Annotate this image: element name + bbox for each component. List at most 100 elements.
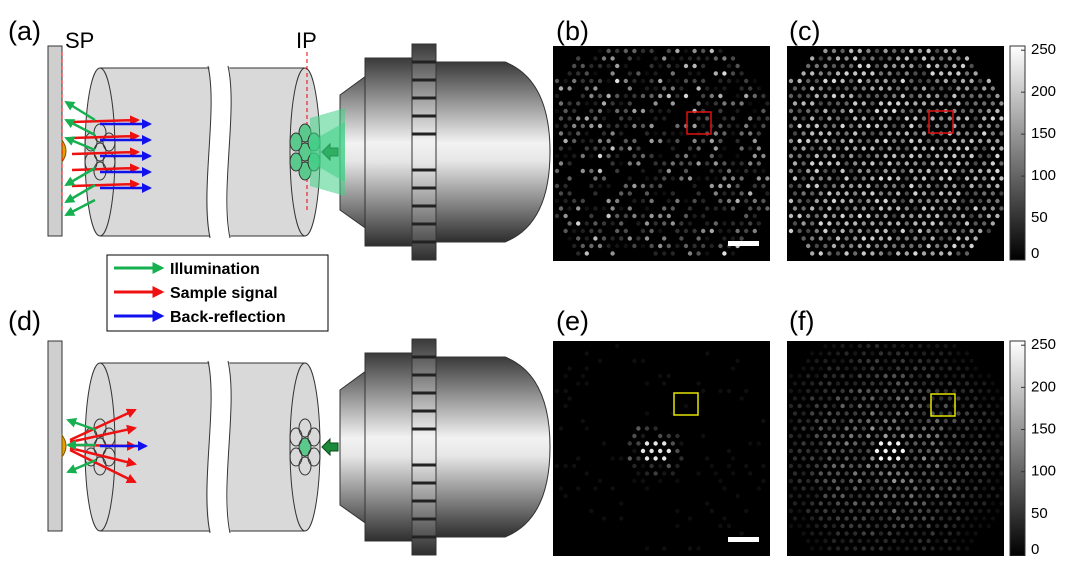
speckle [858,229,862,233]
speckle [793,146,797,150]
speckle [819,381,823,385]
speckle [901,214,905,218]
speckle [922,381,926,385]
speckle [615,49,619,53]
speckle [598,79,602,83]
speckle [806,389,810,393]
speckle [956,441,960,445]
speckle [662,86,666,90]
speckle [810,221,814,225]
speckle [567,191,571,195]
speckle [995,434,999,438]
speckle [727,389,731,393]
speckle [649,214,653,218]
speckle [944,199,948,203]
speckle [956,531,960,535]
speckle [922,86,926,90]
speckle [797,404,801,408]
speckle [832,229,836,233]
speckle [870,351,874,355]
speckle [901,244,905,248]
speckle [922,56,926,60]
speckle [581,154,585,158]
speckle [735,154,739,158]
speckle [653,161,657,165]
speckle [901,49,905,53]
speckle [866,434,870,438]
speckle [956,381,960,385]
speckle [991,101,995,105]
speckle [853,441,857,445]
speckle [849,464,853,468]
speckle [892,154,896,158]
speckle [727,184,731,188]
speckle [793,456,797,460]
speckle [918,479,922,483]
speckle [875,344,879,348]
speckle [722,101,726,105]
speckle [905,546,909,550]
speckle [896,546,900,550]
speckle [793,501,797,505]
speckle [930,366,934,370]
speckle [948,441,952,445]
speckle [875,109,879,113]
speckle [956,86,960,90]
speckle [944,539,948,543]
speckle [844,531,848,535]
speckle [961,359,965,363]
speckle [858,49,862,53]
speckle [806,374,810,378]
speckle [973,411,977,415]
speckle [731,56,735,60]
speckle [913,381,917,385]
speckle [866,49,870,53]
speckle [948,71,952,75]
speckle [999,131,1003,135]
speckle [973,456,977,460]
speckle [870,161,874,165]
speckle [991,501,995,505]
speckle [753,139,757,143]
speckle [722,146,726,150]
speckle [653,471,657,475]
speckle [739,146,743,150]
image-bg [787,341,1004,556]
speckle [844,86,848,90]
speckle [658,434,662,438]
speckle [913,161,917,165]
speckle [999,146,1003,150]
speckle [718,124,722,128]
speckle [832,49,836,53]
speckle [753,169,757,173]
speckle [849,139,853,143]
speckle [649,244,653,248]
speckle [806,79,810,83]
speckle [905,101,909,105]
speckle [840,139,844,143]
speckle [909,199,913,203]
speckle [701,139,705,143]
speckle [679,236,683,240]
speckle [858,94,862,98]
colorbar [1010,341,1025,556]
speckle [922,456,926,460]
speckle [995,214,999,218]
speckle [858,184,862,188]
speckle [913,101,917,105]
speckle [909,109,913,113]
speckle [849,154,853,158]
speckle [991,146,995,150]
speckle [939,116,943,120]
speckle [930,486,934,490]
speckle [909,389,913,393]
speckle [956,456,960,460]
speckle [858,64,862,68]
speckle [896,71,900,75]
speckle [965,71,969,75]
speckle [926,449,930,453]
speckle [844,471,848,475]
speckle [987,374,991,378]
speckle [987,169,991,173]
speckle [815,109,819,113]
